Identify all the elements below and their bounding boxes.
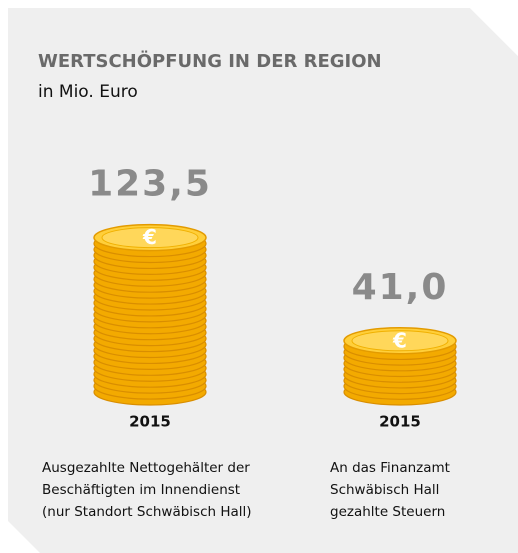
description: gezahlte Steuern [330, 504, 445, 520]
coin-top-inner [351, 330, 449, 352]
category-label: 2015 [379, 413, 421, 431]
chart-title: WERTSCHÖPFUNG IN DER REGION [38, 50, 382, 72]
card [8, 8, 518, 553]
value-label: 41,0 [352, 267, 449, 308]
description: Schwäbisch Hall [330, 482, 439, 498]
folded-corner [470, 8, 518, 56]
coin-stack: € [343, 327, 457, 406]
value-label: 123,5 [88, 164, 212, 205]
coin-top-inner [101, 227, 199, 249]
coin-stack: € [93, 223, 207, 406]
description: (nur Standort Schwäbisch Hall) [42, 504, 252, 520]
chart-subtitle: in Mio. Euro [38, 82, 138, 102]
description: Beschäftigten im Innendienst [42, 482, 240, 498]
currency-symbol: € [142, 225, 157, 249]
description: Ausgezahlte Nettogehälter der [42, 460, 250, 476]
description: An das Finanzamt [330, 460, 450, 476]
category-label: 2015 [129, 413, 171, 431]
currency-symbol: € [392, 328, 407, 352]
